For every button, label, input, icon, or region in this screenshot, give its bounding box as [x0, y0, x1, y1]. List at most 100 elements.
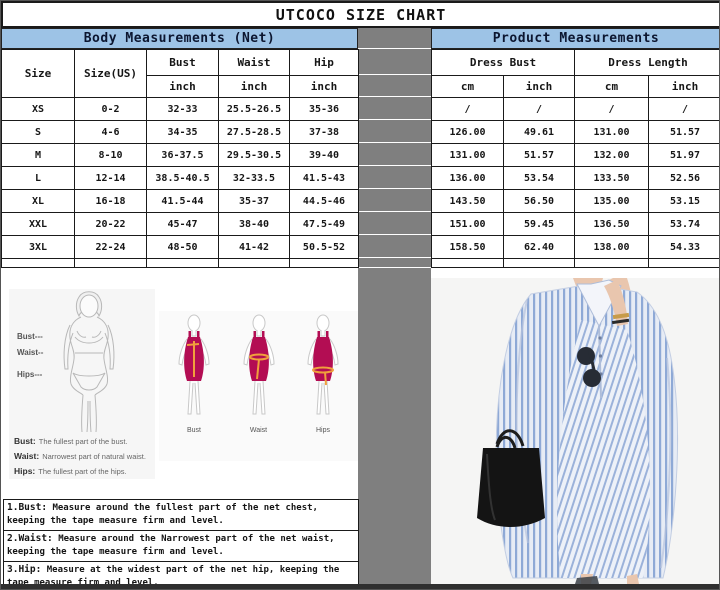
cell-size: 3XL	[1, 235, 75, 259]
cell-waist: 38-40	[218, 212, 290, 236]
group-header-dress-bust: Dress Bust	[430, 49, 576, 76]
cell-bust: 45-47	[146, 212, 219, 236]
table-row: / / / /	[431, 97, 719, 121]
cell-dbust-in: 62.40	[502, 235, 576, 259]
cell-dbust-cm: 131.00	[431, 143, 504, 167]
cell-waist: 32-33.5	[218, 166, 290, 190]
cell-size: XS	[1, 97, 75, 121]
empty-cell	[74, 258, 147, 268]
table-row: XXL 20-22 45-47 38-40 47.5-49	[1, 212, 359, 236]
table-row: M 8-10 36-37.5 29.5-30.5 39-40	[1, 143, 359, 167]
cell-us: 16-18	[74, 189, 147, 213]
table-row: 151.00 59.45 136.50 53.74	[431, 212, 719, 236]
empty-row	[1, 258, 359, 268]
group-header-dress-length: Dress Length	[574, 49, 719, 76]
striped-dress-model-image	[431, 278, 719, 584]
dress-figures-panel: Bust	[159, 311, 358, 461]
definition-waist: Waist: Narrowest part of natural waist.	[14, 451, 146, 461]
unit-cell: inch	[289, 75, 359, 98]
empty-cell	[502, 258, 576, 268]
definition-hips: Hips: The fullest part of the hips.	[14, 466, 127, 476]
cell-bust: 48-50	[146, 235, 219, 259]
empty-row	[431, 258, 719, 268]
col-header-size: Size	[1, 49, 75, 98]
unit-cell: inch	[146, 75, 219, 98]
cell-size: XL	[1, 189, 75, 213]
bust-measure-figure: Bust	[163, 311, 225, 461]
sunglasses-icon	[577, 347, 601, 387]
cell-dbust-in: 56.50	[502, 189, 576, 213]
unit-cell: cm	[431, 75, 504, 98]
cell-dlen-in: /	[648, 97, 719, 121]
cell-hip: 35-36	[289, 97, 359, 121]
unit-cell: cm	[574, 75, 650, 98]
handbag-icon	[477, 429, 545, 527]
empty-cell	[1, 258, 75, 268]
cell-size: L	[1, 166, 75, 190]
body-sketch-figure	[63, 291, 115, 433]
sketch-waist-label: Waist--	[17, 348, 44, 357]
cell-us: 12-14	[74, 166, 147, 190]
col-header-bust: Bust	[146, 49, 219, 76]
cell-hip: 50.5-52	[289, 235, 359, 259]
cell-dlen-cm: 138.00	[574, 235, 650, 259]
cell-dlen-cm: 136.50	[574, 212, 650, 236]
body-measurements-table: Size Size(US) Bust Waist Hip inch inch i…	[1, 49, 359, 268]
cell-size: M	[1, 143, 75, 167]
striped-dress	[495, 279, 679, 579]
model-feet	[575, 574, 639, 584]
cell-dbust-in: 49.61	[502, 120, 576, 144]
cell-dlen-in: 53.15	[648, 189, 719, 213]
model-hand-and-bracelet	[604, 280, 630, 326]
unit-cell: inch	[648, 75, 719, 98]
definition-bust: Bust: The fullest part of the bust.	[14, 436, 128, 446]
cell-bust: 41.5-44	[146, 189, 219, 213]
cell-size: S	[1, 120, 75, 144]
measuring-guide-section: Bust--- Waist-- Hips--- Bust: The fullest…	[1, 278, 359, 589]
unit-cell: inch	[502, 75, 576, 98]
cell-dbust-cm: 158.50	[431, 235, 504, 259]
table-row: 131.00 51.57 132.00 51.97	[431, 143, 719, 167]
col-header-waist: Waist	[218, 49, 290, 76]
cell-dbust-in: /	[502, 97, 576, 121]
sketch-hips-label: Hips---	[17, 370, 43, 379]
empty-cell	[218, 258, 290, 268]
instruction-bust: 1.Bust: Measure around the fullest part …	[3, 499, 359, 531]
empty-cell	[146, 258, 219, 268]
cell-dbust-in: 59.45	[502, 212, 576, 236]
cell-bust: 32-33	[146, 97, 219, 121]
empty-cell	[431, 258, 504, 268]
table-row: 158.50 62.40 138.00 54.33	[431, 235, 719, 259]
waist-figure-icon	[242, 314, 275, 415]
cell-hip: 39-40	[289, 143, 359, 167]
cell-dbust-in: 51.57	[502, 143, 576, 167]
hips-figure-icon	[307, 314, 339, 415]
product-measurements-table: Dress Bust Dress Length cm inch cm inch …	[430, 49, 719, 268]
cell-dlen-cm: 135.00	[574, 189, 650, 213]
cell-us: 4-6	[74, 120, 147, 144]
cell-bust: 36-37.5	[146, 143, 219, 167]
body-sketch-panel: Bust--- Waist-- Hips--- Bust: The fullest…	[9, 289, 155, 479]
cell-dlen-cm: 132.00	[574, 143, 650, 167]
body-measurements-header: Body Measurements (Net)	[1, 28, 358, 49]
cell-waist: 25.5-26.5	[218, 97, 290, 121]
cell-dlen-cm: /	[574, 97, 650, 121]
bust-figure-icon	[178, 314, 210, 415]
cell-dlen-in: 51.97	[648, 143, 719, 167]
cell-bust: 34-35	[146, 120, 219, 144]
waist-measure-figure: Waist	[228, 311, 290, 461]
cell-dbust-cm: 136.00	[431, 166, 504, 190]
cell-dlen-in: 51.57	[648, 120, 719, 144]
cell-hip: 44.5-46	[289, 189, 359, 213]
cell-dbust-cm: 151.00	[431, 212, 504, 236]
table-row: S 4-6 34-35 27.5-28.5 37-38	[1, 120, 359, 144]
sketch-bust-label: Bust---	[17, 332, 43, 341]
page-title: UTCOCO SIZE CHART	[1, 1, 719, 28]
col-header-hip: Hip	[289, 49, 359, 76]
cell-waist: 27.5-28.5	[218, 120, 290, 144]
cell-dlen-cm: 131.00	[574, 120, 650, 144]
cell-hip: 41.5-43	[289, 166, 359, 190]
table-row: L 12-14 38.5-40.5 32-33.5 41.5-43	[1, 166, 359, 190]
cell-us: 22-24	[74, 235, 147, 259]
empty-cell	[289, 258, 359, 268]
